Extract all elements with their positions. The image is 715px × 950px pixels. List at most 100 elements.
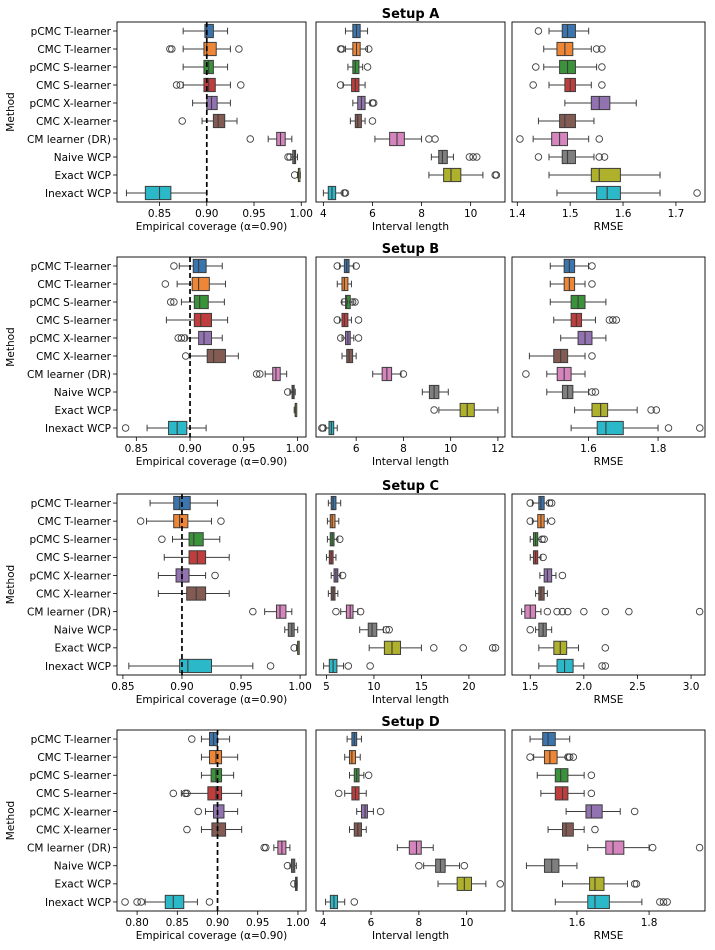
- box-exact-wcp: [290, 167, 301, 183]
- x-tick-label: 15: [415, 681, 428, 693]
- box-naive-wcp: [430, 149, 481, 165]
- x-tick-label: 0.95: [242, 208, 265, 220]
- method-label: CM learner (DR): [27, 369, 111, 381]
- box: [585, 804, 603, 819]
- axes-frame: [511, 21, 706, 203]
- method-label: CM learner (DR): [27, 842, 111, 854]
- box-cm-learner-dr: [516, 131, 603, 147]
- x-tick-label: 12: [491, 443, 504, 455]
- box-cm-learner-dr: [521, 604, 704, 619]
- x-tick-label: 0.95: [229, 681, 252, 693]
- panel-rmse: 1.4 1.5 1.6 1.7 RMSE: [509, 21, 706, 233]
- outlier: [558, 607, 567, 616]
- outlier: [558, 571, 567, 580]
- box-cmc-x-learner: [341, 348, 357, 364]
- box-pcmc-s-learner: [347, 59, 372, 75]
- outlier: [473, 153, 481, 161]
- outlier: [630, 807, 639, 816]
- box-naive-wcp: [534, 149, 609, 165]
- method-label: pCMC S-learner: [29, 770, 111, 782]
- outlier: [652, 406, 661, 414]
- outlier: [211, 571, 219, 580]
- box-pcmc-s-learner: [182, 59, 229, 75]
- outlier: [601, 607, 610, 616]
- setup-title: Setup A: [382, 7, 440, 22]
- box-cmc-x-learner: [181, 348, 239, 364]
- outlier: [625, 607, 633, 616]
- box-inexact-wcp: [556, 185, 701, 201]
- outlier: [543, 607, 552, 616]
- box-cmc-t-learner: [336, 41, 373, 57]
- outlier: [385, 626, 393, 634]
- axes-frame: [315, 21, 506, 203]
- method-label: CMC T-learner: [37, 752, 111, 764]
- axes-frame: [511, 493, 706, 676]
- box: [562, 822, 574, 837]
- outlier: [334, 789, 343, 798]
- outlier: [430, 406, 438, 414]
- box-exact-wcp: [437, 876, 504, 891]
- axes-frame: [511, 256, 706, 438]
- outlier: [547, 499, 556, 507]
- x-tick-label: 1.00: [290, 208, 313, 220]
- outlier: [538, 535, 546, 544]
- method-label: CMC S-learner: [36, 315, 112, 327]
- method-label: Naive WCP: [54, 625, 111, 637]
- outlier: [365, 45, 373, 53]
- box-cmc-t-learner: [526, 514, 556, 529]
- outlier: [588, 262, 596, 270]
- x-tick-label: 0.90: [195, 208, 218, 220]
- box: [554, 786, 569, 801]
- x-tick-label: 1.5: [522, 681, 539, 693]
- box-inexact-wcp: [538, 658, 610, 674]
- outlier: [564, 607, 572, 616]
- box-pcmc-x-learner: [356, 804, 385, 819]
- x-axis-label: Empirical coverage (α=0.90): [136, 456, 288, 468]
- box: [590, 95, 611, 111]
- method-label: pCMC T-learner: [31, 26, 112, 38]
- box-cmc-t-learner: [161, 276, 226, 292]
- box-pcmc-t-learner: [549, 258, 596, 274]
- box-pcmc-s-learner: [166, 294, 225, 310]
- outlier: [166, 45, 174, 53]
- box-cmc-x-learner: [178, 113, 238, 129]
- box: [179, 658, 212, 674]
- x-tick-label: 10: [464, 208, 477, 220]
- box: [164, 894, 185, 910]
- box-cmc-x-learner: [535, 586, 548, 601]
- panel-rmse: 1.6 1.8 RMSE: [511, 256, 706, 468]
- box: [596, 420, 624, 436]
- box: [203, 77, 216, 93]
- box-pcmc-s-learner: [348, 768, 373, 783]
- axes-frame: [315, 729, 506, 912]
- box-exact-wcp: [290, 640, 300, 655]
- box-pcmc-s-learner: [549, 294, 607, 310]
- box-pcmc-t-learner: [529, 731, 571, 747]
- box-cm-learner-dr: [249, 604, 293, 619]
- box-cmc-x-learner: [547, 822, 599, 837]
- box-cm-learner-dr: [372, 366, 408, 382]
- outlier: [431, 135, 439, 143]
- box: [275, 604, 287, 619]
- outlier: [630, 880, 639, 888]
- box: [207, 786, 223, 801]
- outlier: [539, 553, 547, 562]
- setup-setup-d: Setup D Method pCMC T-learner CMC T-learner…: [5, 715, 706, 942]
- x-tick-label: 1.6: [569, 917, 586, 929]
- box: [191, 276, 210, 292]
- box-cmc-t-learner: [166, 41, 243, 57]
- panel-rmse: 1.5 2.0 2.5 3.0 RMSE: [511, 493, 706, 706]
- outlier: [588, 352, 596, 360]
- outlier: [588, 280, 596, 288]
- method-label: pCMC T-learner: [31, 498, 112, 510]
- box-naive-wcp: [546, 384, 600, 400]
- x-tick-label: 1.8: [650, 443, 667, 455]
- axes-frame: [315, 493, 506, 676]
- method-label: CMC S-learner: [36, 552, 112, 564]
- box-cmc-s-learner: [336, 77, 366, 93]
- x-tick-label: 1.6: [615, 208, 632, 220]
- outlier: [648, 843, 657, 852]
- outlier: [180, 334, 189, 342]
- box: [352, 59, 360, 75]
- outlier: [496, 880, 504, 888]
